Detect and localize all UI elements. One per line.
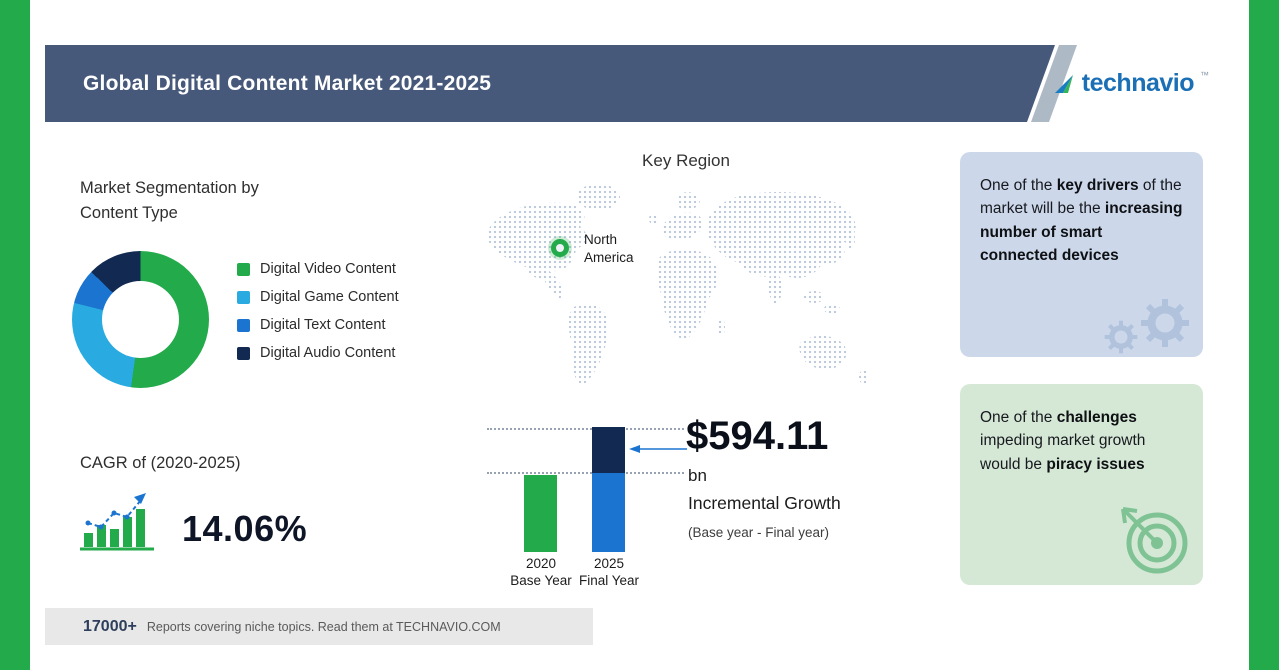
legend-label: Digital Audio Content [260, 345, 396, 361]
map-japan [845, 230, 855, 248]
legend-item-audio: Digital Audio Content [237, 339, 399, 367]
legend-label: Digital Text Content [260, 317, 386, 333]
incremental-growth-sublabel: (Base year - Final year) [688, 525, 830, 540]
cagr-value: 14.06% [182, 508, 308, 549]
challenges-text: One of the challenges impeding market gr… [980, 409, 1146, 473]
reference-dotted-line-top [487, 428, 684, 430]
map-madagascar [717, 318, 725, 336]
axis-label-2020: 2020 [525, 556, 557, 571]
donut-legend: Digital Video Content Digital Game Conte… [237, 255, 399, 367]
incremental-growth-label: Incremental Growth [688, 493, 841, 513]
footer-bar: 17000+ Reports covering niche topics. Re… [45, 608, 593, 645]
map-greenland [576, 184, 620, 210]
axis-label-base-year: Base Year [510, 573, 572, 588]
north-america-label: North America [584, 231, 634, 267]
axis-label-final-year: Final Year [578, 573, 640, 588]
map-africa [656, 248, 718, 340]
segmentation-heading-line1: Market Segmentation by [80, 179, 259, 197]
incremental-growth-unit: bn [688, 466, 707, 485]
map-india [767, 273, 783, 305]
bar-2020-base-year [524, 475, 557, 552]
map-south-america [568, 303, 608, 385]
segmentation-heading: Market Segmentation by Content Type [80, 176, 259, 226]
content-type-donut-chart [72, 251, 209, 388]
map-australia [799, 335, 847, 370]
cagr-trend-icon [80, 493, 154, 551]
technavio-logo: technavio ™ [1052, 45, 1209, 122]
gears-icon [1104, 299, 1189, 354]
region-label-line1: North [584, 232, 618, 247]
reference-dotted-line-base [487, 472, 684, 474]
legend-swatch-game [237, 290, 250, 304]
legend-item-text: Digital Text Content [237, 311, 399, 339]
challenges-card: One of the challenges impeding market gr… [960, 384, 1203, 585]
bar-2025-growth-segment [592, 427, 625, 473]
header-dark-band [45, 45, 1055, 122]
legend-item-video: Digital Video Content [237, 255, 399, 283]
header-banner: Global Digital Content Market 2021-2025 … [45, 45, 1235, 122]
trademark-symbol: ™ [1200, 69, 1209, 80]
world-map-dotted [486, 184, 869, 385]
map-central-america [543, 270, 563, 299]
map-north-america [486, 202, 587, 279]
technavio-arrow-icon [1054, 74, 1073, 93]
growth-pointer-arrow-icon [629, 445, 687, 453]
map-new-zealand [859, 370, 869, 384]
map-indonesia [824, 304, 840, 314]
region-label-line2: America [584, 249, 634, 265]
legend-label: Digital Game Content [260, 289, 399, 305]
legend-label: Digital Video Content [260, 261, 396, 277]
footer-text: Reports covering niche topics. Read them… [146, 619, 501, 634]
legend-item-game: Digital Game Content [237, 283, 399, 311]
left-green-edge [0, 0, 30, 670]
key-region-title: Key Region [642, 151, 730, 170]
legend-swatch-audio [237, 346, 250, 360]
axis-label-2025: 2025 [593, 556, 625, 571]
incremental-growth-amount: $594.11 [686, 414, 829, 458]
segmentation-heading-line2: Content Type [80, 203, 178, 222]
technavio-logo-text: technavio [1081, 69, 1195, 97]
legend-swatch-video [237, 262, 250, 276]
key-drivers-card: One of the key drivers of the market wil… [960, 152, 1203, 357]
legend-swatch-text [237, 318, 250, 332]
map-uk [649, 213, 659, 225]
map-southeast-asia [804, 291, 824, 303]
map-europe [662, 212, 703, 241]
map-scandinavia [676, 192, 700, 211]
cagr-label: CAGR of (2020-2025) [80, 454, 241, 472]
page-title: Global Digital Content Market 2021-2025 [83, 71, 492, 95]
map-asia [706, 191, 856, 278]
right-green-edge [1249, 0, 1279, 670]
reports-count: 17000+ [83, 617, 137, 635]
target-icon [1121, 507, 1188, 574]
bar-2025-final-year [592, 473, 625, 552]
drivers-text: One of the key drivers of the market wil… [980, 177, 1183, 264]
north-america-marker [551, 239, 569, 257]
